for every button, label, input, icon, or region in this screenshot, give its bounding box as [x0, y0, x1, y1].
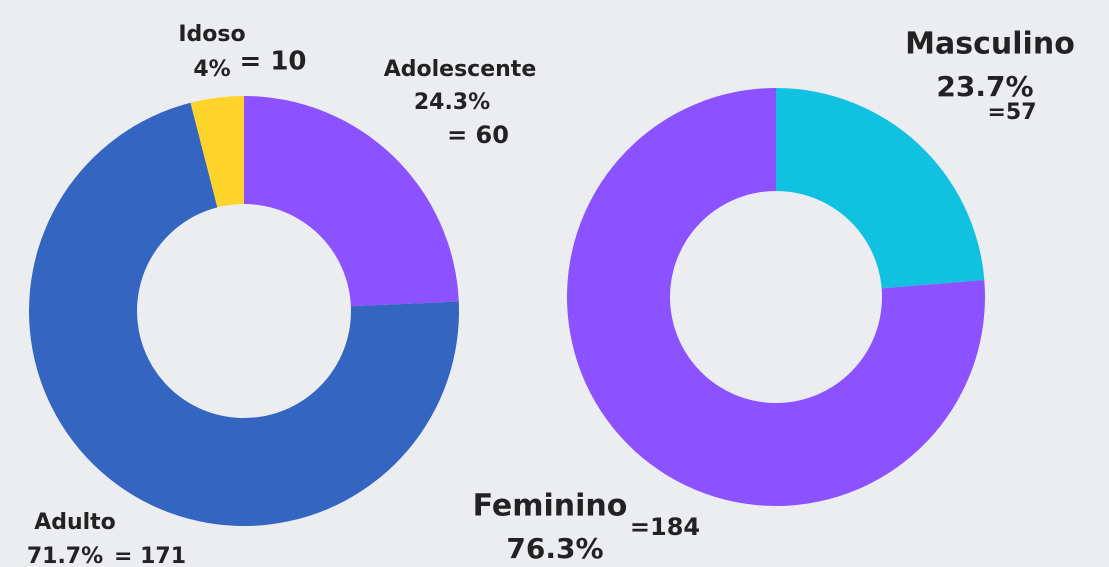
count-label: =184	[630, 513, 700, 541]
value-label: 4%	[193, 57, 230, 82]
slice-name: Adulto	[34, 510, 116, 535]
slice-name: Feminino	[473, 489, 628, 524]
slice-name: Idoso	[178, 22, 245, 47]
count-label: = 60	[447, 121, 509, 149]
count-label: = 10	[239, 47, 306, 77]
donut-slice	[566, 88, 985, 506]
count-label: = 171	[114, 544, 186, 567]
donut-slice	[776, 88, 985, 289]
slice-name: Adolescente	[384, 57, 537, 82]
count-label: =57	[987, 100, 1036, 125]
donut-slice	[190, 96, 244, 208]
slice-name: Masculino	[905, 27, 1075, 62]
value-label: 23.7%	[936, 70, 1033, 103]
donut-slice	[244, 96, 459, 307]
donut-slice	[29, 102, 460, 526]
value-label: 71.7%	[27, 544, 103, 567]
value-label: 24.3%	[414, 90, 490, 115]
value-label: 76.3%	[506, 532, 603, 565]
